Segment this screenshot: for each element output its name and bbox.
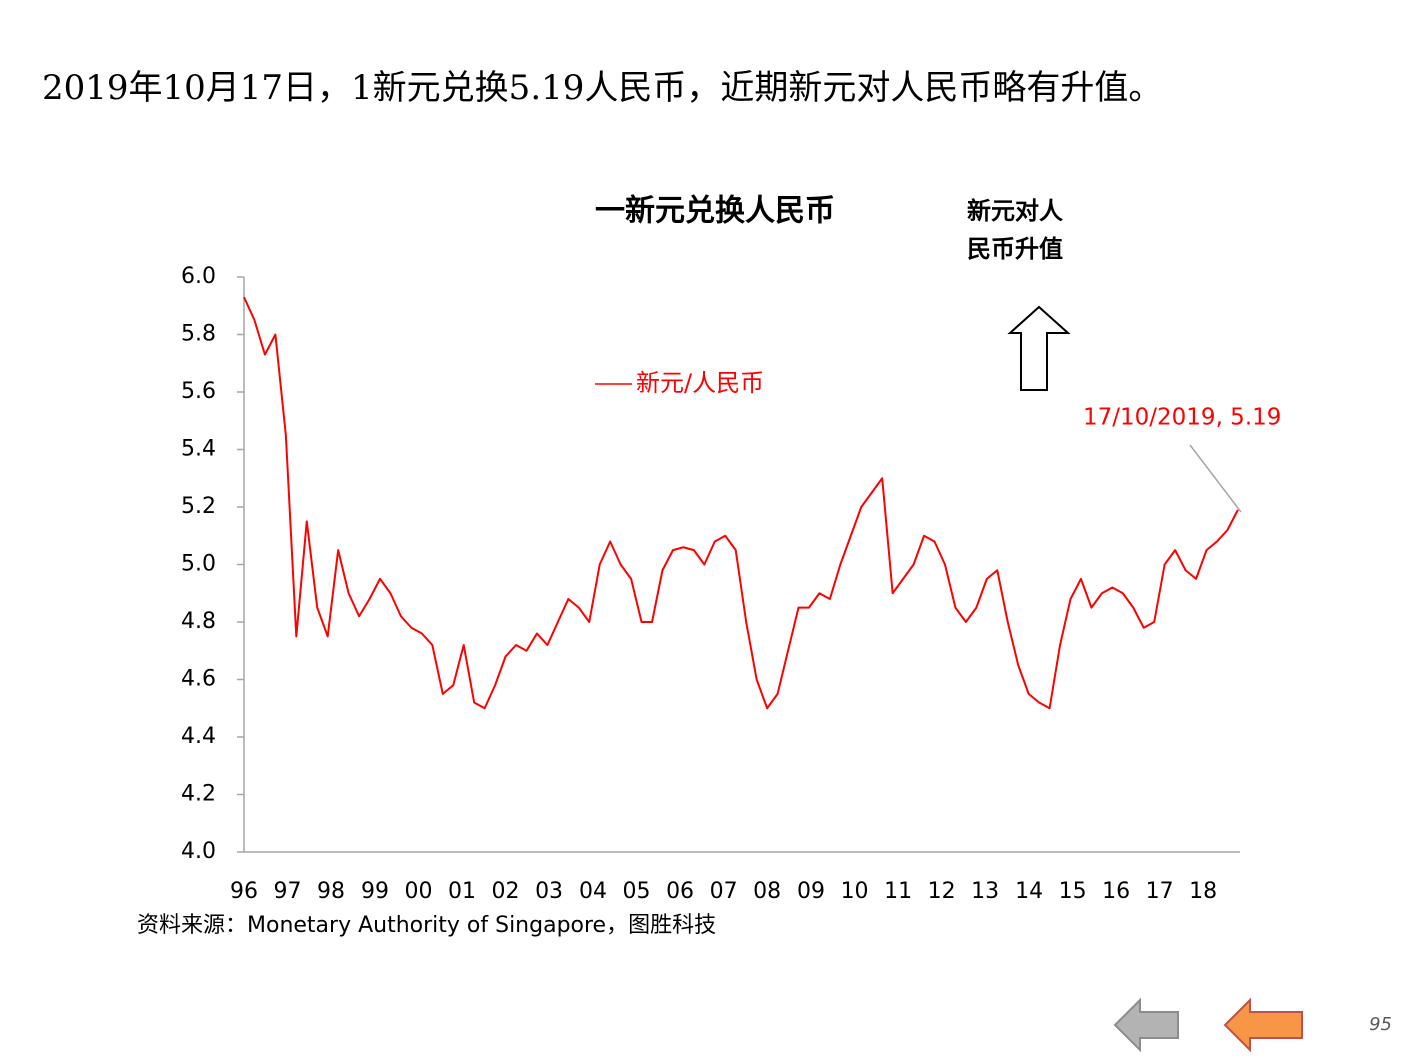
y-tick-label: 4.0 [181, 839, 216, 864]
x-tick-label: 11 [884, 879, 912, 904]
x-tick-label: 15 [1059, 879, 1087, 904]
x-tick-label: 01 [448, 879, 476, 904]
y-tick-label: 4.4 [181, 724, 216, 749]
y-tick-label: 5.6 [181, 379, 216, 404]
y-tick-label: 4.6 [181, 667, 216, 692]
chart-title: 一新元兑换人民币 [595, 194, 835, 229]
x-tick-label: 00 [405, 879, 433, 904]
point-label: 17/10/2019, 5.19 [1083, 405, 1281, 431]
y-tick-label: 4.2 [181, 782, 216, 807]
x-tick-label: 08 [753, 879, 781, 904]
x-tick-label: 02 [492, 879, 520, 904]
prev-button[interactable] [1223, 997, 1303, 1053]
up-arrow [1007, 305, 1071, 391]
x-tick-label: 06 [666, 879, 694, 904]
x-tick-label: 03 [535, 879, 563, 904]
y-tick-label: 5.2 [181, 494, 216, 519]
x-tick-label: 07 [710, 879, 738, 904]
x-tick-label: 18 [1189, 879, 1217, 904]
page-title: 2019年10月17日，1新元兑换5.19人民币，近期新元对人民币略有升值。 [42, 68, 1162, 108]
legend-label: 新元/人民币 [636, 369, 764, 397]
x-tick-label: 13 [971, 879, 999, 904]
annotation: 民币升值 [967, 235, 1063, 263]
y-tick-label: 6.0 [181, 264, 216, 289]
x-tick-label: 16 [1102, 879, 1130, 904]
source: 资料来源：Monetary Authority of Singapore，图胜科… [137, 913, 716, 938]
x-tick-label: 09 [797, 879, 825, 904]
x-tick-label: 04 [579, 879, 607, 904]
x-tick-label: 14 [1015, 879, 1043, 904]
x-tick-label: 98 [317, 879, 345, 904]
y-tick-label: 5.0 [181, 552, 216, 577]
y-tick-label: 5.4 [181, 437, 216, 462]
x-tick-label: 12 [928, 879, 956, 904]
y-tick-label: 5.8 [181, 322, 216, 347]
x-tick-label: 96 [230, 879, 258, 904]
x-tick-label: 10 [841, 879, 869, 904]
annotation: 新元对人 [967, 197, 1063, 225]
x-tick-label: 99 [361, 879, 389, 904]
x-tick-label: 05 [623, 879, 651, 904]
x-tick-label: 97 [274, 879, 302, 904]
series-line [243, 296, 1239, 710]
x-tick-label: 17 [1146, 879, 1174, 904]
y-tick-label: 4.8 [181, 609, 216, 634]
callout-line [1189, 444, 1242, 513]
page-number: 95 [1369, 1014, 1392, 1035]
back-button[interactable] [1113, 997, 1179, 1053]
